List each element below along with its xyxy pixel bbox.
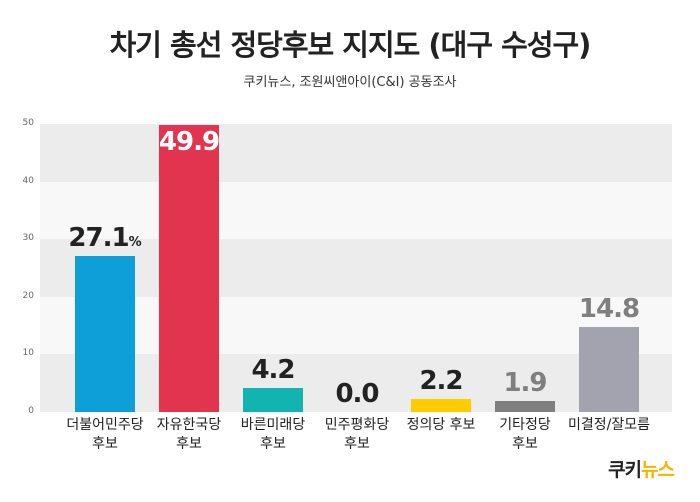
percent-unit-label: % bbox=[128, 234, 142, 250]
grid-band bbox=[40, 354, 672, 412]
bar-value-text: 2.2 bbox=[419, 366, 463, 397]
x-category-label-line: 후보 bbox=[92, 436, 118, 452]
x-category-label-line: 정의당 후보 bbox=[406, 417, 476, 433]
bar-value-text: 4.2 bbox=[251, 354, 295, 385]
bar-value-text: 1.9 bbox=[503, 368, 547, 399]
bar bbox=[411, 399, 471, 412]
bar-value-label: 2.2 bbox=[391, 366, 491, 396]
x-category-label-line: 후보 bbox=[176, 436, 202, 452]
x-category-label-line: 후보 bbox=[260, 436, 286, 452]
chart-subtitle: 쿠키뉴스, 조원씨앤아이(C&I) 공동조사 bbox=[243, 75, 457, 90]
bar-value-label: 4.2 bbox=[223, 355, 323, 385]
grid-band bbox=[40, 181, 672, 240]
bar-value-text: 0.0 bbox=[335, 379, 379, 409]
bar bbox=[75, 255, 135, 412]
y-tick-label: 20 bbox=[22, 290, 34, 301]
logo-text-2: 뉴스 bbox=[641, 459, 675, 481]
grid-band bbox=[40, 296, 672, 355]
x-category-label-line: 자유한국당 bbox=[156, 417, 222, 433]
x-category-label-line: 바른미래당 bbox=[240, 417, 306, 433]
x-category-label-line: 민주평화당 bbox=[324, 417, 390, 433]
bar-value-label: 14.8 bbox=[559, 294, 659, 324]
y-tick-label: 10 bbox=[22, 348, 34, 359]
bar bbox=[579, 326, 639, 412]
bar-value-text: 14.8 bbox=[578, 293, 640, 324]
bar bbox=[159, 124, 219, 412]
chart-title: 차기 총선 정당후보 지지도 (대구 수성구) bbox=[109, 28, 592, 62]
plot-area bbox=[40, 124, 672, 412]
kuki-news-logo: 쿠키뉴스 bbox=[608, 455, 675, 482]
x-category-label-line: 후보 bbox=[344, 436, 370, 452]
y-tick-label: 0 bbox=[28, 406, 34, 416]
bar-value-text: 27.1 bbox=[68, 222, 129, 253]
x-category-label-line: 더불어민주당 bbox=[66, 417, 144, 433]
bar-value-label: 1.9 bbox=[475, 368, 575, 398]
grid-band bbox=[40, 239, 672, 297]
bar-value-text: 49.9 bbox=[158, 126, 220, 157]
x-category-label-line: 후보 bbox=[512, 436, 538, 452]
x-category-label: 미결정/잘모름 bbox=[559, 416, 659, 435]
bar bbox=[243, 387, 303, 412]
bar-value-label: 49.9 bbox=[139, 127, 239, 157]
x-category-label: 정의당 후보 bbox=[391, 416, 491, 435]
bar-value-label: 0.0 bbox=[307, 379, 407, 409]
logo-text-1: 쿠키 bbox=[608, 459, 642, 481]
x-category-label-line: 미결정/잘모름 bbox=[568, 417, 650, 433]
bar-value-label: 27.1% bbox=[55, 223, 155, 253]
y-tick-label: 30 bbox=[22, 233, 34, 244]
y-tick-label: 40 bbox=[22, 175, 34, 186]
grid-band bbox=[40, 124, 672, 182]
y-tick-label: 50 bbox=[22, 118, 34, 128]
x-category-label-line: 기타정당 bbox=[499, 417, 551, 433]
bar bbox=[495, 401, 555, 412]
